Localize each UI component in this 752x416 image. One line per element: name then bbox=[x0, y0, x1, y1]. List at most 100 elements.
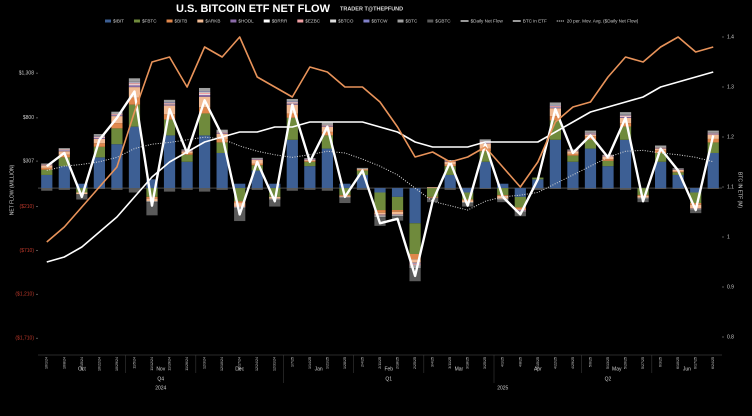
legend-swatch bbox=[166, 19, 173, 23]
bar bbox=[444, 174, 456, 189]
bar bbox=[602, 188, 614, 189]
bar bbox=[444, 164, 456, 167]
x-tick-label: 10/22/24 bbox=[97, 357, 101, 371]
bar bbox=[321, 131, 333, 136]
bar bbox=[549, 139, 561, 189]
legend-label: $FBTC bbox=[142, 19, 157, 24]
y2-tick-label: 0.9 bbox=[727, 284, 734, 290]
bar bbox=[707, 133, 719, 135]
bar bbox=[549, 120, 561, 140]
bar bbox=[672, 172, 684, 175]
x-tick-label: 11/19/24 bbox=[167, 357, 171, 371]
bar bbox=[619, 115, 632, 117]
bar bbox=[479, 151, 491, 162]
bar bbox=[41, 174, 53, 189]
bar bbox=[111, 128, 123, 145]
legend-label: $Daily Net Flow bbox=[471, 19, 504, 24]
bar bbox=[321, 135, 333, 149]
bar bbox=[339, 197, 351, 204]
x-tick-label: 3/4/25 bbox=[431, 357, 435, 367]
x-tick-label: 4/15/25 bbox=[536, 357, 540, 369]
bar bbox=[163, 104, 176, 106]
year-label: 2025 bbox=[497, 385, 508, 391]
bar bbox=[199, 91, 211, 93]
bar bbox=[462, 192, 474, 200]
bar bbox=[602, 160, 614, 167]
bar bbox=[356, 167, 369, 169]
legend-swatch bbox=[363, 19, 370, 23]
bar bbox=[409, 259, 421, 263]
bar bbox=[111, 111, 123, 114]
legend-label: $BTCW bbox=[371, 19, 388, 24]
bar bbox=[216, 129, 228, 132]
quarter-label: Q2 bbox=[605, 376, 612, 382]
x-tick-label: 2/4/25 bbox=[360, 357, 364, 367]
bar bbox=[409, 253, 421, 260]
bar bbox=[690, 209, 702, 214]
bar bbox=[41, 188, 53, 191]
legend-label: BTC in ETF bbox=[523, 19, 547, 24]
bar bbox=[234, 201, 246, 204]
x-tick-label: 1/7/25 bbox=[290, 357, 294, 367]
bar bbox=[128, 188, 141, 193]
x-tick-label: 4/8/25 bbox=[518, 357, 522, 367]
bar bbox=[304, 161, 316, 167]
x-tick-label: 3/25/25 bbox=[483, 357, 487, 369]
bar bbox=[251, 165, 263, 171]
x-tick-label: 12/10/24 bbox=[220, 357, 224, 371]
bar bbox=[602, 166, 614, 189]
bar bbox=[707, 188, 719, 189]
bar bbox=[584, 139, 597, 149]
x-tick-label: 11/5/24 bbox=[132, 357, 136, 369]
bar bbox=[356, 174, 369, 189]
y-tick-label: ($1,210) bbox=[15, 292, 34, 298]
x-tick-label: 11/12/24 bbox=[150, 357, 154, 371]
bar bbox=[374, 210, 386, 213]
bar bbox=[199, 113, 211, 136]
bar bbox=[374, 192, 386, 211]
bar bbox=[93, 134, 105, 136]
legend-swatch bbox=[330, 19, 337, 23]
bar bbox=[672, 174, 684, 189]
bar bbox=[514, 196, 526, 208]
bar bbox=[497, 198, 509, 200]
bar bbox=[286, 113, 298, 118]
bar bbox=[199, 107, 211, 114]
bar bbox=[58, 188, 70, 190]
x-tick-label: 2/18/25 bbox=[395, 357, 399, 369]
bar bbox=[339, 188, 351, 196]
bar bbox=[216, 142, 228, 153]
bar bbox=[111, 115, 123, 117]
bar bbox=[128, 97, 141, 105]
bar bbox=[234, 203, 246, 207]
x-tick-label: 10/1/24 bbox=[45, 357, 49, 369]
bar bbox=[199, 87, 211, 92]
bar bbox=[286, 98, 298, 102]
bar bbox=[321, 122, 333, 125]
bar bbox=[111, 113, 123, 115]
bar bbox=[391, 188, 404, 197]
y2-tick-label: 1 bbox=[727, 234, 730, 240]
bar bbox=[199, 92, 211, 95]
bar bbox=[409, 223, 421, 254]
bar bbox=[128, 82, 141, 84]
bar bbox=[286, 117, 298, 140]
bar bbox=[427, 196, 439, 198]
bar bbox=[584, 130, 597, 133]
bar bbox=[286, 188, 298, 191]
legend-swatch bbox=[297, 19, 304, 23]
x-tick-label: 6/17/25 bbox=[694, 357, 698, 369]
bar bbox=[234, 183, 246, 189]
line bbox=[46, 36, 714, 243]
x-tick-label: 3/11/25 bbox=[448, 357, 452, 369]
bar bbox=[391, 215, 404, 217]
x-tick-label: 11/26/24 bbox=[185, 357, 189, 371]
y-axis-label: NET FLOW (MILLION) bbox=[9, 164, 15, 215]
bar bbox=[444, 188, 456, 190]
bar bbox=[374, 188, 386, 193]
bar bbox=[304, 188, 316, 190]
bar bbox=[514, 188, 526, 197]
bar bbox=[655, 161, 667, 189]
month-label: Feb bbox=[384, 366, 393, 372]
bar bbox=[549, 102, 561, 106]
